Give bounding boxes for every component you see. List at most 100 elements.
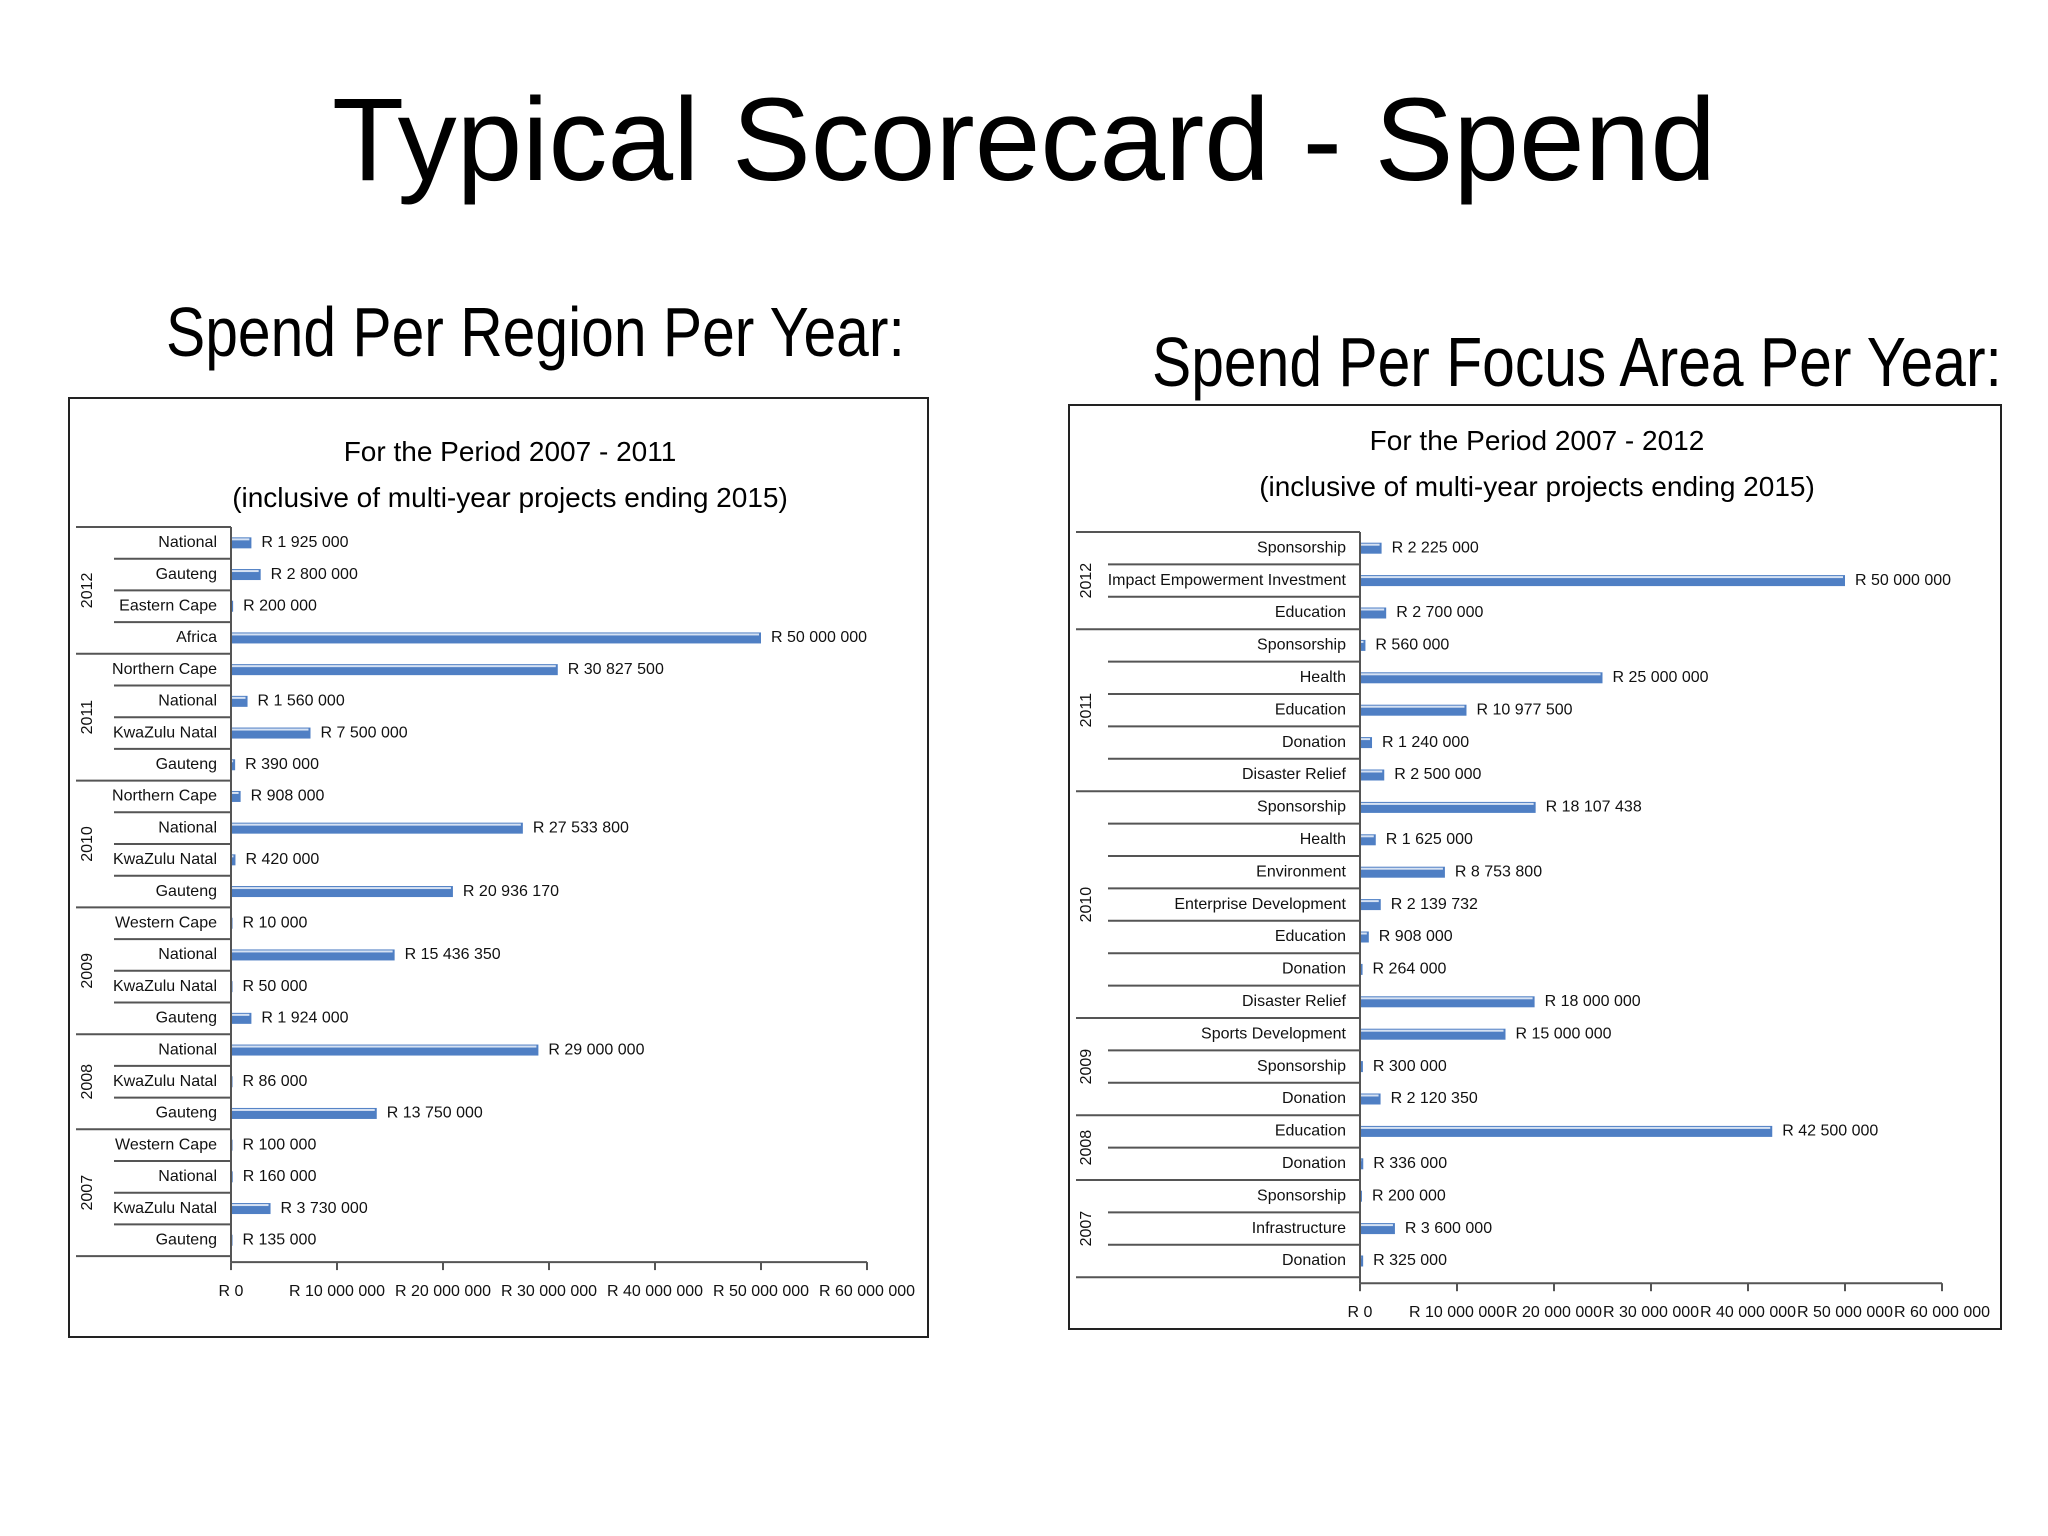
- category-label: Northern Cape: [112, 788, 217, 805]
- data-label: R 18 000 000: [1545, 993, 1641, 1010]
- bar-highlight: [231, 760, 234, 763]
- category-label: Western Cape: [115, 914, 217, 931]
- category-label: Gauteng: [156, 1010, 217, 1027]
- x-tick-label: R 10 000 000: [1409, 1304, 1505, 1321]
- x-tick-label: R 30 000 000: [1603, 1304, 1699, 1321]
- category-label: Disaster Relief: [1242, 993, 1347, 1010]
- category-label: National: [158, 1168, 217, 1185]
- year-label: 2012: [1078, 563, 1095, 599]
- bar-highlight: [1360, 1224, 1393, 1227]
- bar: [1360, 769, 1385, 781]
- bar-highlight: [231, 950, 393, 953]
- bar-highlight: [231, 1204, 269, 1207]
- data-label: R 1 925 000: [261, 534, 348, 551]
- x-tick-label: R 30 000 000: [501, 1283, 597, 1300]
- bar-highlight: [1360, 802, 1534, 805]
- bar: [1360, 931, 1369, 943]
- data-label: R 264 000: [1373, 961, 1447, 978]
- bar: [1360, 542, 1382, 554]
- category-label: Health: [1300, 831, 1346, 848]
- data-label: R 20 936 170: [463, 883, 559, 900]
- bar: [1360, 737, 1373, 749]
- data-label: R 3 730 000: [281, 1200, 368, 1217]
- bar-highlight: [231, 855, 234, 858]
- category-label: Gauteng: [156, 566, 217, 583]
- category-label: Western Cape: [115, 1136, 217, 1153]
- category-label: Sports Development: [1201, 1025, 1347, 1042]
- year-label: 2008: [79, 1064, 96, 1100]
- bar: [1360, 866, 1445, 878]
- bar: [1360, 1093, 1381, 1105]
- bar-highlight: [231, 1108, 375, 1111]
- data-label: R 25 000 000: [1613, 669, 1709, 686]
- data-label: R 1 625 000: [1386, 831, 1473, 848]
- bar: [231, 790, 241, 802]
- bar: [231, 1203, 271, 1215]
- category-label: Disaster Relief: [1242, 766, 1347, 783]
- x-tick-label: R 50 000 000: [713, 1283, 809, 1300]
- bar-highlight: [1360, 738, 1371, 741]
- data-label: R 29 000 000: [548, 1041, 644, 1058]
- data-label: R 50 000 000: [771, 629, 867, 646]
- bar-highlight: [231, 887, 451, 890]
- category-label: National: [158, 1041, 217, 1058]
- data-label: R 200 000: [1372, 1187, 1446, 1204]
- data-label: R 42 500 000: [1782, 1123, 1878, 1140]
- bar: [231, 664, 558, 676]
- data-label: R 2 700 000: [1396, 604, 1483, 621]
- bar: [231, 886, 453, 898]
- bar: [1360, 1223, 1395, 1235]
- category-label: Impact Empowerment Investment: [1108, 572, 1347, 589]
- slide-title: Typical Scorecard - Spend: [332, 74, 1716, 206]
- bar: [1360, 899, 1381, 911]
- data-label: R 2 139 732: [1391, 896, 1478, 913]
- x-tick-label: R 60 000 000: [819, 1283, 915, 1300]
- data-label: R 30 827 500: [568, 661, 664, 678]
- bar-highlight: [1360, 640, 1364, 643]
- chart-subtitle: (inclusive of multi-year projects ending…: [232, 482, 788, 513]
- year-label: 2007: [1078, 1211, 1095, 1247]
- bar-highlight: [231, 570, 259, 573]
- category-label: KwaZulu Natal: [113, 978, 217, 995]
- bar-highlight: [231, 1013, 250, 1016]
- category-label: National: [158, 534, 217, 551]
- bar: [231, 854, 236, 866]
- data-label: R 15 436 350: [405, 946, 501, 963]
- x-tick-label: R 20 000 000: [1506, 1304, 1602, 1321]
- data-label: R 10 977 500: [1476, 701, 1572, 718]
- year-label: 2012: [79, 573, 96, 609]
- category-label: KwaZulu Natal: [113, 724, 217, 741]
- bar-highlight: [1360, 867, 1443, 870]
- category-label: Education: [1275, 604, 1346, 621]
- category-label: Sponsorship: [1257, 539, 1346, 556]
- category-label: Infrastructure: [1252, 1220, 1346, 1237]
- year-label: 2009: [1078, 1049, 1095, 1085]
- category-label: Education: [1275, 928, 1346, 945]
- bar-highlight: [231, 696, 246, 699]
- data-label: R 300 000: [1373, 1058, 1447, 1075]
- chart-title: For the Period 2007 - 2011: [344, 436, 677, 467]
- bar: [231, 600, 234, 612]
- bar: [231, 632, 761, 644]
- data-label: R 420 000: [245, 851, 319, 868]
- bar-highlight: [1360, 1029, 1504, 1032]
- category-label: Donation: [1282, 1090, 1346, 1107]
- bar: [1360, 1255, 1364, 1267]
- bar-highlight: [1360, 576, 1843, 579]
- data-label: R 86 000: [243, 1073, 308, 1090]
- focus-area-chart-heading: Spend Per Focus Area Per Year:: [1152, 323, 2002, 401]
- category-label: Sponsorship: [1257, 637, 1346, 654]
- category-label: Donation: [1282, 734, 1346, 751]
- bar-highlight: [1360, 608, 1385, 611]
- bar: [1360, 801, 1536, 813]
- bar: [1360, 1028, 1506, 1040]
- data-label: R 160 000: [243, 1168, 317, 1185]
- data-label: R 325 000: [1373, 1252, 1447, 1269]
- bar: [231, 822, 523, 834]
- bar-highlight: [231, 728, 309, 731]
- data-label: R 2 120 350: [1391, 1090, 1478, 1107]
- category-label: Gauteng: [156, 883, 217, 900]
- bar: [231, 695, 248, 707]
- region-chart-heading: Spend Per Region Per Year:: [166, 293, 905, 371]
- year-label: 2010: [79, 826, 96, 862]
